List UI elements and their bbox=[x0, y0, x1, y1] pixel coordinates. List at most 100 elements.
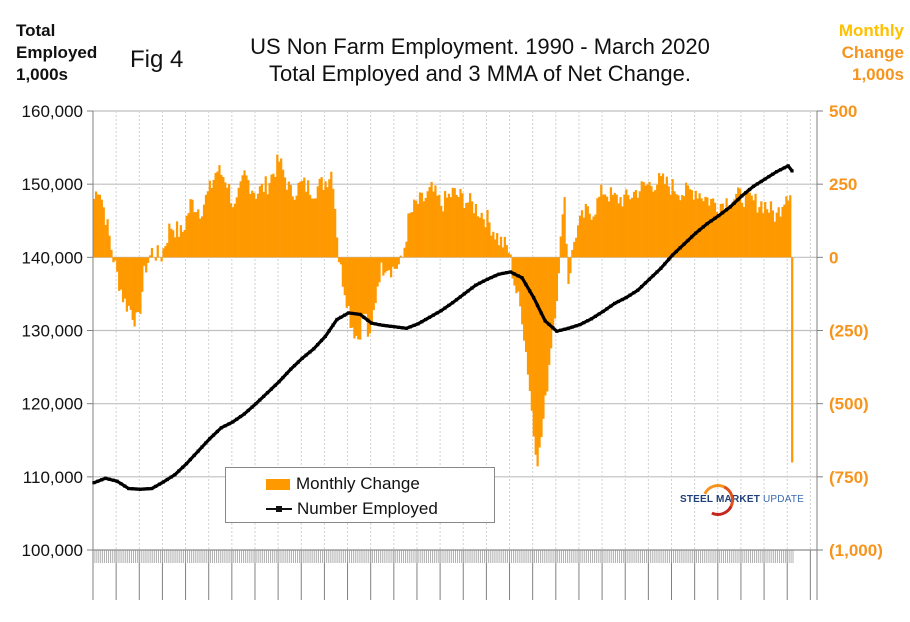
monthly-change-bar bbox=[322, 189, 325, 258]
monthly-change-bar bbox=[301, 180, 304, 258]
monthly-change-bar bbox=[114, 257, 117, 261]
number-employed-point bbox=[474, 283, 478, 287]
line-marker-icon bbox=[266, 506, 292, 512]
monthly-change-bar bbox=[686, 185, 690, 258]
monthly-change-bar bbox=[469, 193, 472, 258]
logo-word-market: MARKET bbox=[716, 494, 761, 505]
monthly-change-bar bbox=[388, 257, 391, 271]
right-axis-unit-line2: Change bbox=[841, 43, 904, 62]
monthly-change-bar bbox=[118, 257, 121, 291]
right-tick-label: (750) bbox=[829, 468, 869, 487]
legend-item-monthly-change: Monthly Change bbox=[266, 474, 420, 494]
monthly-change-bar bbox=[328, 179, 331, 258]
number-employed-point bbox=[701, 225, 705, 229]
number-employed-point bbox=[628, 293, 632, 297]
monthly-change-bar bbox=[509, 254, 512, 258]
monthly-change-bar bbox=[717, 214, 721, 258]
number-employed-point bbox=[146, 487, 150, 491]
left-tick-label: 130,000 bbox=[22, 322, 83, 341]
monthly-change-bar bbox=[482, 219, 485, 258]
monthly-change-bar bbox=[364, 257, 368, 314]
monthly-change-bar bbox=[550, 257, 553, 349]
number-employed-point bbox=[281, 375, 285, 380]
monthly-change-bar bbox=[334, 208, 337, 258]
monthly-change-bar bbox=[181, 231, 184, 258]
monthly-change-bar bbox=[231, 207, 235, 258]
monthly-change-bar bbox=[162, 248, 165, 258]
monthly-change-bar bbox=[148, 255, 152, 258]
monthly-change-bar bbox=[690, 190, 694, 258]
monthly-change-bar bbox=[646, 184, 649, 258]
number-employed-point bbox=[481, 279, 486, 283]
number-employed-point bbox=[674, 249, 678, 254]
number-employed-point bbox=[354, 312, 358, 316]
monthly-change-bar bbox=[696, 198, 699, 258]
number-employed-point bbox=[154, 484, 158, 488]
monthly-change-bar bbox=[526, 257, 530, 375]
number-employed-point bbox=[609, 304, 613, 308]
number-employed-point bbox=[605, 307, 609, 311]
monthly-change-bar bbox=[297, 182, 300, 258]
monthly-change-bar bbox=[783, 204, 786, 258]
number-employed-point bbox=[92, 481, 96, 485]
logo-word-steel: STEEL bbox=[680, 494, 714, 505]
number-employed-point bbox=[620, 297, 624, 302]
number-employed-point bbox=[393, 325, 397, 329]
monthly-change-bar bbox=[335, 237, 339, 258]
monthly-change-bar bbox=[397, 257, 400, 265]
chart-title-line1: US Non Farm Employment. 1990 - March 202… bbox=[250, 34, 710, 59]
number-employed-point bbox=[439, 309, 443, 313]
number-employed-point bbox=[748, 187, 752, 192]
number-employed-point bbox=[316, 343, 320, 347]
monthly-change-bar bbox=[785, 196, 788, 258]
monthly-change-bar bbox=[472, 213, 476, 258]
number-employed-point bbox=[327, 329, 331, 333]
monthly-change-bar bbox=[592, 216, 595, 258]
monthly-change-bar bbox=[208, 180, 211, 258]
number-employed-point bbox=[516, 274, 520, 278]
monthly-change-bar bbox=[650, 186, 653, 258]
monthly-change-bar bbox=[559, 236, 562, 258]
monthly-change-bar bbox=[652, 191, 655, 258]
monthly-change-bar bbox=[424, 197, 427, 258]
monthly-change-bar bbox=[567, 257, 570, 284]
number-employed-point bbox=[416, 322, 420, 326]
number-employed-point bbox=[250, 405, 254, 409]
monthly-change-bar bbox=[739, 188, 742, 258]
monthly-change-bar bbox=[679, 200, 682, 258]
number-employed-point bbox=[400, 326, 405, 330]
monthly-change-bar bbox=[93, 198, 96, 258]
right-tick-label: 500 bbox=[829, 102, 857, 121]
number-employed-point bbox=[667, 257, 671, 262]
number-employed-point bbox=[397, 325, 401, 329]
monthly-change-bar bbox=[426, 191, 429, 258]
monthly-change-bar bbox=[449, 197, 452, 258]
monthly-change-bar bbox=[723, 211, 726, 258]
monthly-change-bar bbox=[291, 196, 294, 258]
number-employed-point bbox=[697, 228, 702, 232]
monthly-change-bar bbox=[260, 183, 263, 258]
monthly-change-bar bbox=[698, 193, 701, 258]
number-employed-point bbox=[262, 394, 266, 398]
number-employed-point bbox=[177, 469, 181, 473]
legend-label-monthly-change: Monthly Change bbox=[296, 474, 420, 493]
monthly-change-bar bbox=[258, 186, 262, 258]
monthly-change-bar bbox=[499, 236, 503, 258]
monthly-change-bar bbox=[276, 154, 279, 258]
monthly-change-bar bbox=[706, 197, 709, 258]
number-employed-point bbox=[196, 449, 200, 453]
number-employed-point bbox=[528, 289, 532, 293]
monthly-change-bar bbox=[224, 182, 227, 258]
number-employed-point bbox=[215, 429, 219, 434]
monthly-change-bar bbox=[536, 257, 539, 467]
monthly-change-bar bbox=[380, 257, 383, 263]
number-employed-point bbox=[713, 216, 717, 220]
monthly-change-bar bbox=[600, 184, 603, 258]
right-axis-unit-line1: Monthly bbox=[838, 21, 904, 40]
number-employed-point bbox=[632, 291, 636, 295]
number-employed-point bbox=[524, 282, 528, 287]
monthly-change-bar bbox=[750, 195, 753, 258]
monthly-change-bar bbox=[455, 194, 458, 258]
number-employed-point bbox=[466, 289, 470, 293]
monthly-change-bar bbox=[362, 257, 366, 315]
